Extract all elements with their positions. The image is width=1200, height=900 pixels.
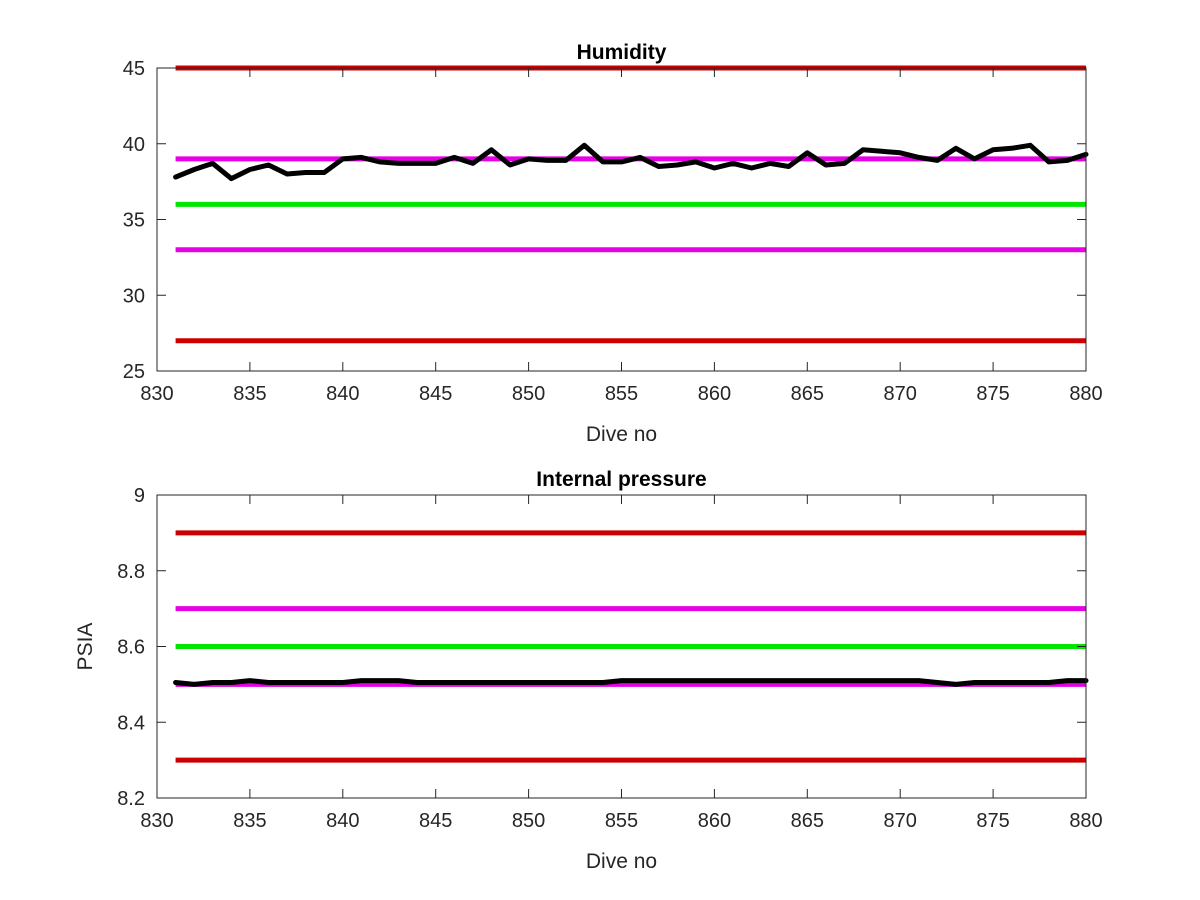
chart-title: Internal pressure — [536, 468, 706, 491]
x-tick-label: 865 — [791, 383, 824, 405]
y-tick-label: 9 — [134, 485, 145, 507]
internal-pressure-axes: 830 835 840 845 850 855 860 865 870 875 880 8.2 8.4… — [74, 468, 1103, 873]
x-tick-label: 835 — [233, 810, 266, 832]
x-tick-label: 835 — [233, 383, 266, 405]
data-series — [173, 142, 1089, 182]
y-ticks: 8.2 8.4 8.6 8.8 9 — [117, 485, 1086, 810]
x-tick-label: 880 — [1069, 810, 1102, 832]
data-series — [173, 678, 1089, 687]
y-tick-label: 30 — [123, 285, 145, 307]
x-tick-label: 850 — [512, 810, 545, 832]
x-tick-label: 870 — [884, 383, 917, 405]
y-tick-label: 40 — [123, 134, 145, 156]
x-tick-label: 875 — [976, 810, 1009, 832]
x-tick-label: 855 — [605, 383, 638, 405]
x-tick-label: 870 — [884, 810, 917, 832]
x-tick-label: 855 — [605, 810, 638, 832]
x-tick-label: 845 — [419, 810, 452, 832]
chart-title: Humidity — [577, 41, 667, 64]
x-tick-label: 875 — [976, 383, 1009, 405]
x-tick-label: 830 — [140, 810, 173, 832]
x-ticks: 830 835 840 845 850 855 860 865 870 875 880 — [140, 495, 1103, 832]
x-tick-label: 865 — [791, 810, 824, 832]
x-tick-label: 845 — [419, 383, 452, 405]
y-axis-label: PSIA — [74, 623, 97, 671]
y-tick-label: 8.8 — [117, 561, 145, 583]
x-tick-label: 840 — [326, 383, 359, 405]
y-tick-label: 45 — [123, 58, 145, 80]
humidity-axes: 830 835 840 845 850 855 860 865 870 875 880 25 30 35… — [123, 41, 1103, 446]
x-axis-label: Dive no — [586, 423, 657, 446]
x-tick-label: 860 — [698, 383, 731, 405]
y-tick-label: 8.6 — [117, 637, 145, 659]
axes-frame — [156, 67, 1087, 372]
series-line — [173, 678, 1089, 687]
series-line — [173, 142, 1089, 182]
y-tick-label: 35 — [123, 210, 145, 232]
x-tick-label: 840 — [326, 810, 359, 832]
y-ticks: 25 30 35 40 45 — [123, 58, 1086, 383]
reference-lines — [175, 530, 1086, 763]
x-tick-label: 880 — [1069, 383, 1102, 405]
y-tick-label: 8.2 — [117, 788, 145, 810]
x-tick-label: 860 — [698, 810, 731, 832]
y-tick-label: 8.4 — [117, 712, 145, 734]
x-ticks: 830 835 840 845 850 855 860 865 870 875 880 — [140, 68, 1103, 405]
y-tick-label: 25 — [123, 361, 145, 383]
x-tick-label: 830 — [140, 383, 173, 405]
x-axis-label: Dive no — [586, 850, 657, 873]
x-tick-label: 850 — [512, 383, 545, 405]
reference-lines — [175, 65, 1086, 344]
